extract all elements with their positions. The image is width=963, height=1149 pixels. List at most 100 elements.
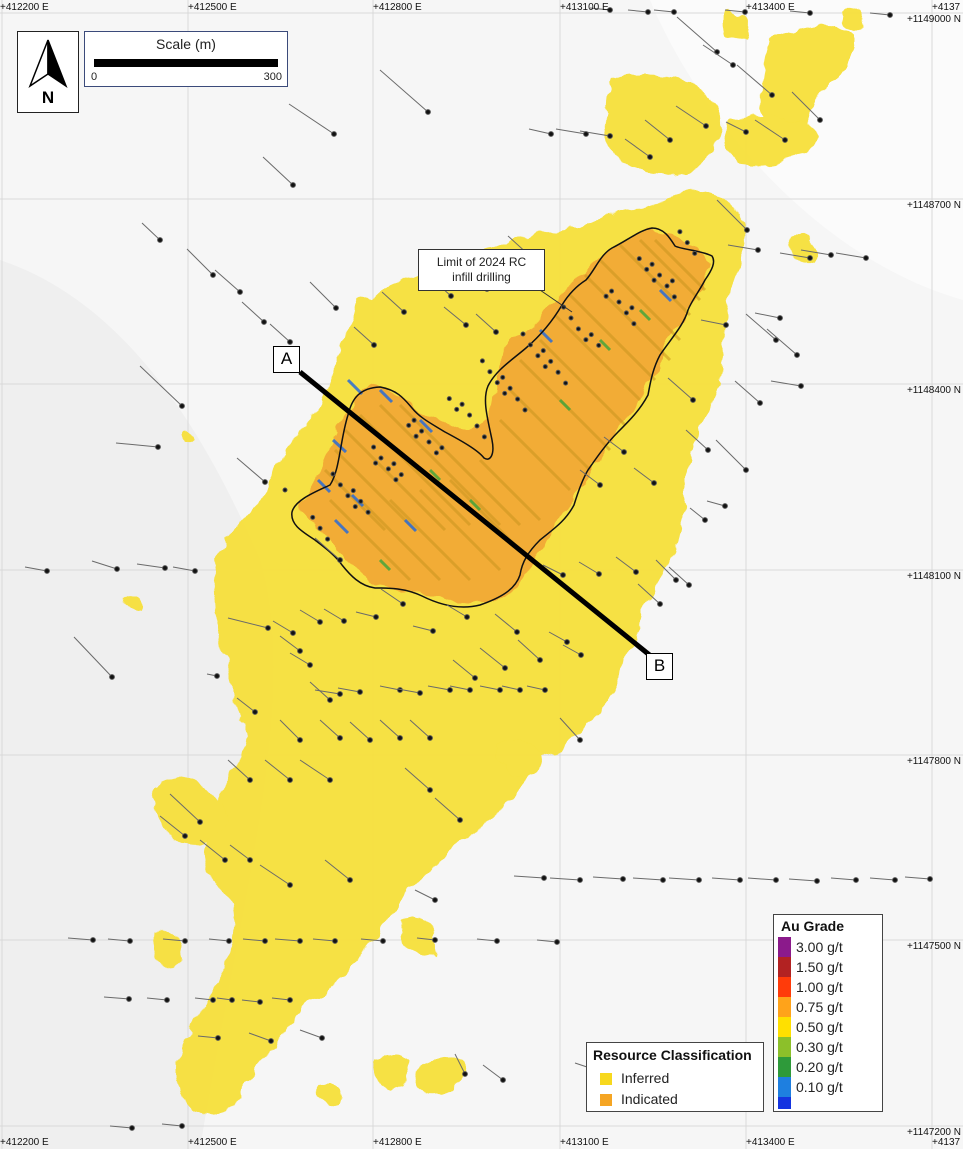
inferred-bottom-patch	[318, 1084, 344, 1106]
drillhole-collar	[515, 396, 521, 402]
drillhole-trace	[272, 620, 294, 634]
northing-label: +1148400 N	[907, 385, 961, 396]
drillhole-collar	[155, 444, 161, 450]
drillhole-collar	[522, 407, 528, 413]
drillhole-collar	[616, 299, 622, 305]
drillhole-trace	[724, 9, 746, 13]
drillhole-collar	[583, 131, 589, 137]
drillhole-collar	[427, 787, 433, 793]
drillhole-trace	[208, 938, 230, 942]
drillhole-collar	[385, 466, 391, 472]
drillhole-collar	[337, 482, 343, 488]
drillhole-collar	[257, 999, 263, 1005]
drillhole-trace	[404, 767, 431, 791]
drillhole-collar	[182, 833, 188, 839]
drillhole-trace	[103, 996, 130, 1000]
grade-label: 0.75 g/t	[796, 999, 843, 1015]
drillhole-trace	[380, 588, 404, 605]
section-label-a: A	[273, 346, 300, 373]
northing-label: +1148100 N	[907, 571, 961, 582]
terrain-shade-west	[0, 260, 274, 1149]
drillhole-trace	[141, 222, 161, 241]
drillhole-collar	[497, 687, 503, 693]
drillhole-collar	[357, 689, 363, 695]
drillhole-collar	[192, 568, 198, 574]
drillhole-trace	[476, 938, 498, 942]
drillhole-collar	[114, 566, 120, 572]
drillhole-trace	[869, 877, 896, 881]
drillhole-trace	[416, 937, 436, 941]
easting-label: +412800 E	[373, 1137, 422, 1148]
drillhole-collar	[247, 777, 253, 783]
drillhole-collar	[229, 997, 235, 1003]
drillhole-trace	[528, 128, 552, 135]
drillhole-collar	[479, 358, 485, 364]
drillhole-trace	[309, 681, 331, 701]
drillhole-collar	[814, 878, 820, 884]
drillhole-trace	[443, 306, 467, 326]
inferred-east-patch	[495, 740, 545, 777]
inferred-west-patch	[154, 929, 181, 969]
drillhole-collar	[210, 272, 216, 278]
infill-drilling-limit-outline	[291, 227, 715, 608]
drillhole-trace	[675, 105, 707, 127]
drillhole-collar	[644, 266, 650, 272]
drillhole-trace	[800, 249, 832, 256]
drillhole-collar	[127, 938, 133, 944]
drillhole-trace	[637, 583, 661, 605]
inferred-south-patch-2	[374, 1054, 409, 1089]
drillhole-collar	[817, 117, 823, 123]
drillhole-trace	[427, 685, 451, 691]
mid-grade-green-intercepts	[378, 308, 652, 572]
drillhole-collar	[90, 937, 96, 943]
callout-line-2: infill drilling	[452, 270, 511, 284]
indicated-label: Indicated	[621, 1091, 678, 1107]
drillhole-trace	[624, 138, 651, 158]
drillhole-collar	[307, 662, 313, 668]
drillhole-collar	[828, 252, 834, 258]
drillhole-trace	[685, 429, 709, 451]
drillhole-collar	[737, 877, 743, 883]
drillhole-collar	[603, 293, 609, 299]
indicated-swatch	[600, 1094, 612, 1106]
inferred-small-patch-2	[181, 430, 194, 443]
drillhole-collar	[44, 568, 50, 574]
grade-row: 0.50 g/t	[778, 1017, 878, 1037]
drillhole-trace	[397, 688, 421, 694]
drillhole-trace	[633, 467, 655, 484]
drillhole-trace	[526, 685, 546, 691]
easting-label: +413400 E	[746, 2, 795, 13]
drillhole-collar	[432, 897, 438, 903]
drillhole-trace	[711, 877, 741, 881]
drillhole-collar	[350, 488, 356, 494]
drillhole-collar	[474, 423, 480, 429]
drillhole-collar	[467, 687, 473, 693]
drillhole-collar	[462, 1071, 468, 1077]
grade-swatch	[778, 1077, 791, 1097]
drillhole-collar	[459, 401, 465, 407]
drillhole-trace	[747, 877, 777, 881]
drillhole-trace	[830, 877, 857, 881]
drillhole-trace	[236, 457, 266, 483]
drillhole-trace	[603, 436, 625, 453]
north-arrow-icon	[28, 39, 68, 88]
inferred-label: Inferred	[621, 1070, 670, 1086]
drillhole-trace	[242, 938, 266, 942]
drillhole-collar	[500, 1077, 506, 1083]
drillhole-collar	[500, 374, 506, 380]
drillhole-collar	[609, 288, 615, 294]
drillhole-trace	[229, 844, 251, 861]
grade-label: 0.50 g/t	[796, 1019, 843, 1035]
drillhole-trace	[107, 938, 131, 942]
drillhole-collar	[502, 665, 508, 671]
drillhole-trace	[227, 759, 251, 781]
drillhole-collar	[433, 450, 439, 456]
drillhole-collar	[109, 674, 115, 680]
scale-max-label: 300	[263, 71, 282, 83]
drillhole-collar	[657, 272, 663, 278]
drillhole-collar	[705, 447, 711, 453]
drillhole-trace	[241, 301, 265, 323]
scale-bar	[94, 59, 278, 67]
drillhole-collar	[892, 877, 898, 883]
